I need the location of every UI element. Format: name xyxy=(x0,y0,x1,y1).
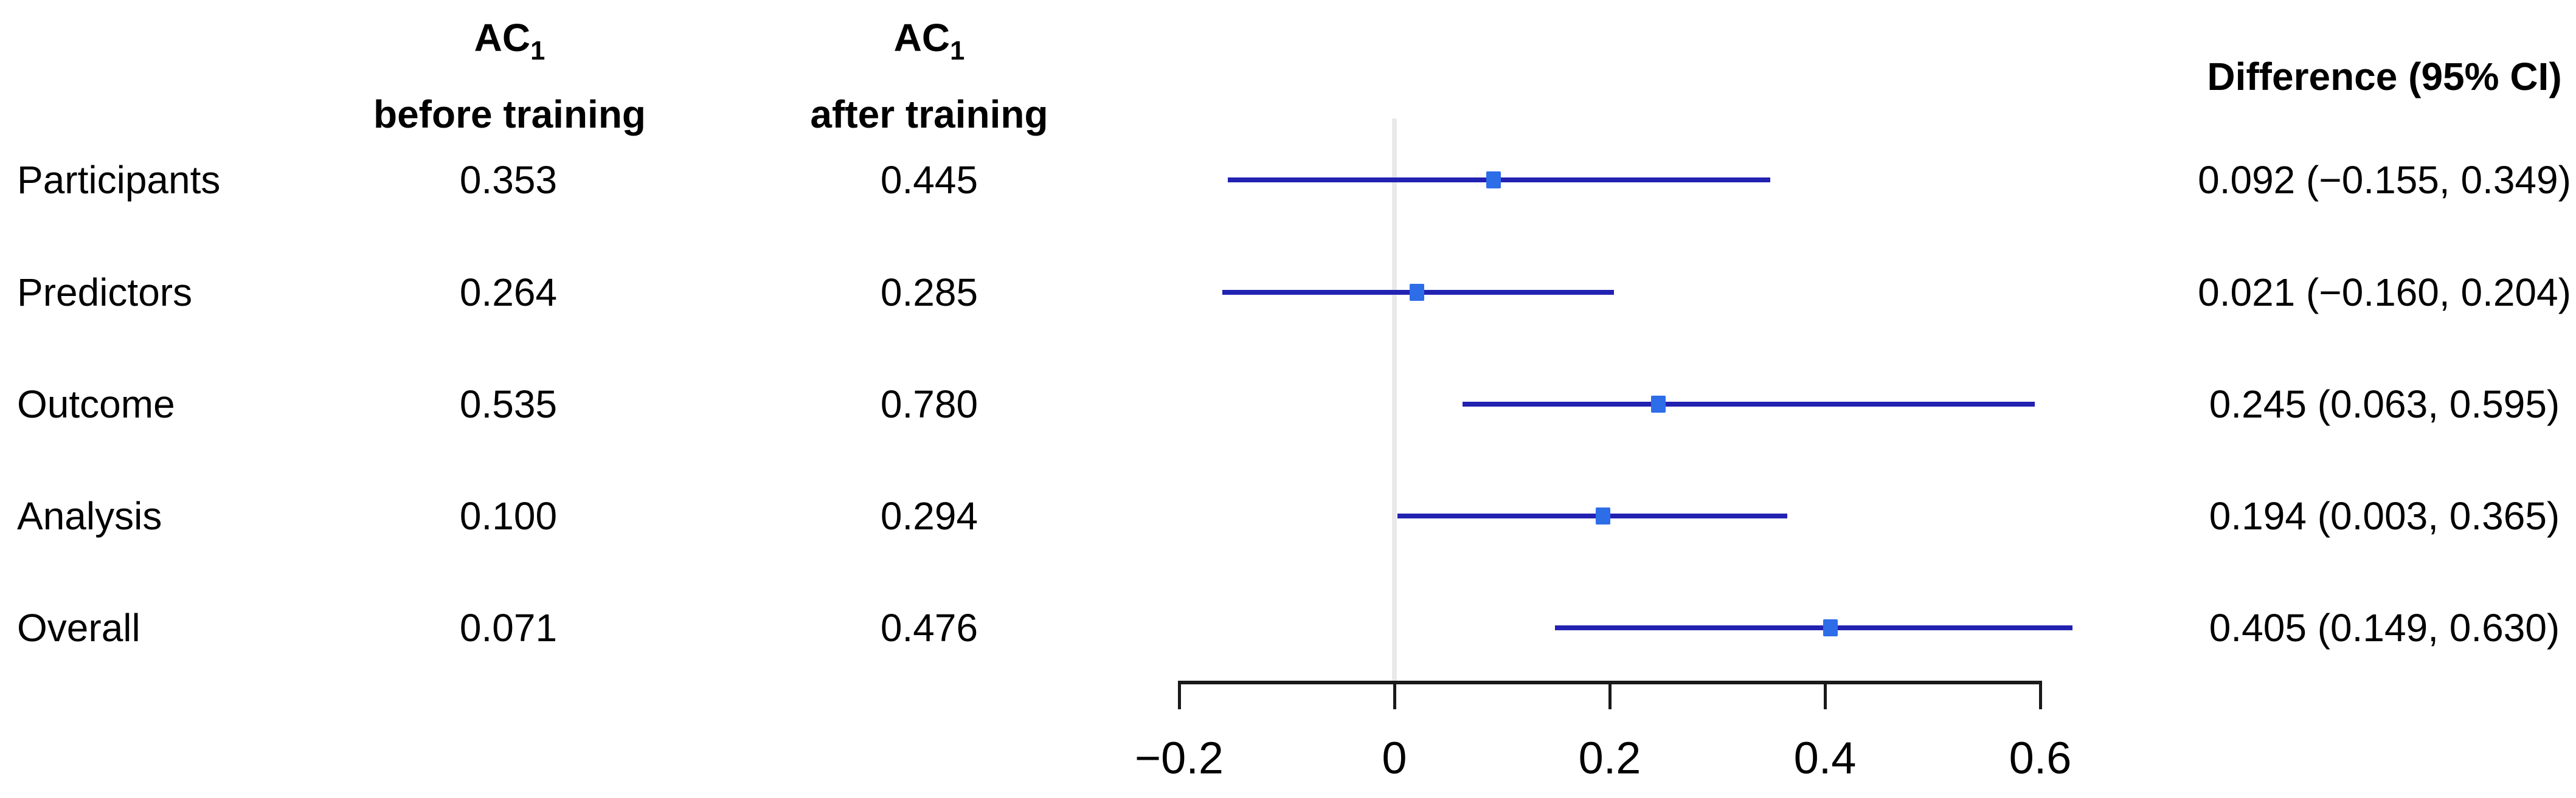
column-header-difference: Difference (95% CI) xyxy=(2207,55,2562,98)
ci-line xyxy=(1554,625,2073,630)
column-header-after-line2: after training xyxy=(810,92,1048,136)
point-estimate-marker xyxy=(1650,396,1666,413)
before-value: 0.071 xyxy=(459,606,558,650)
row-label: Overall xyxy=(17,606,140,650)
zero-reference-line xyxy=(1392,119,1397,684)
x-axis-tick-label: 0 xyxy=(1382,732,1407,783)
x-axis-tick-label: 0.6 xyxy=(2009,732,2072,783)
x-axis-tick xyxy=(2039,683,2042,709)
difference-value: 0.405 (0.149, 0.630) xyxy=(2209,606,2560,650)
row-label: Participants xyxy=(17,158,221,202)
x-axis-tick xyxy=(1608,683,1612,709)
x-axis-tick-label: 0.2 xyxy=(1578,732,1641,783)
x-axis-tick xyxy=(1393,683,1396,709)
ci-line xyxy=(1462,402,2035,407)
before-value: 0.264 xyxy=(459,270,558,314)
before-value: 0.353 xyxy=(459,158,558,202)
after-value: 0.780 xyxy=(880,382,978,426)
column-header-after-ac: AC xyxy=(893,16,950,60)
before-value: 0.535 xyxy=(459,382,558,426)
x-axis-tick xyxy=(1178,683,1181,709)
column-header-before-ac: AC xyxy=(474,16,531,60)
difference-value: 0.092 (−0.155, 0.349) xyxy=(2198,158,2571,202)
column-header-before-line2: before training xyxy=(373,92,646,136)
after-value: 0.285 xyxy=(880,270,978,314)
x-axis-tick-label: −0.2 xyxy=(1134,732,1224,783)
before-value: 0.100 xyxy=(459,494,558,538)
x-axis-tick xyxy=(1824,683,1827,709)
column-header-after-subscript: 1 xyxy=(950,36,965,66)
difference-value: 0.194 (0.003, 0.365) xyxy=(2209,494,2560,538)
x-axis-tick-label: 0.4 xyxy=(1793,732,1857,783)
row-label: Predictors xyxy=(17,270,193,314)
difference-value: 0.245 (0.063, 0.595) xyxy=(2209,382,2560,426)
point-estimate-marker xyxy=(1596,507,1611,525)
difference-value: 0.021 (−0.160, 0.204) xyxy=(2198,270,2571,314)
after-value: 0.294 xyxy=(880,494,978,538)
after-value: 0.476 xyxy=(880,606,978,650)
ci-line xyxy=(1397,514,1788,518)
point-estimate-marker xyxy=(1410,284,1425,301)
row-label: Outcome xyxy=(17,382,175,426)
row-label: Analysis xyxy=(17,494,162,538)
point-estimate-marker xyxy=(1823,619,1838,636)
point-estimate-marker xyxy=(1486,171,1501,188)
after-value: 0.445 xyxy=(880,158,978,202)
column-header-before-subscript: 1 xyxy=(530,36,545,66)
column-header-before-line1: AC1 xyxy=(474,16,545,64)
column-header-after-line1: AC1 xyxy=(893,16,965,64)
